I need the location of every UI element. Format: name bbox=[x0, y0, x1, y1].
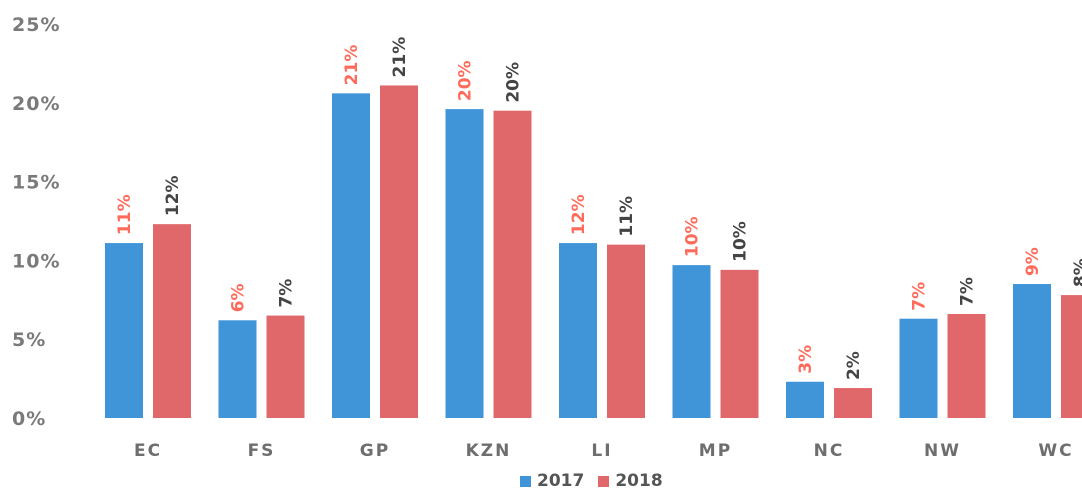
data-label-2017-kzn: 20% bbox=[456, 60, 476, 101]
legend-item-2018: 2018 bbox=[598, 471, 663, 491]
data-label-2018-kzn: 20% bbox=[504, 62, 524, 103]
y-tick-label: 10% bbox=[12, 250, 60, 272]
y-tick-label: 25% bbox=[12, 14, 60, 36]
bar-2017-li bbox=[559, 243, 597, 418]
data-label-2017-nw: 7% bbox=[910, 282, 930, 311]
y-axis: 0% 5% 10% 15% 20% 25% bbox=[12, 14, 60, 430]
x-tick-label: EC bbox=[134, 441, 162, 461]
x-tick-label: NC bbox=[814, 441, 845, 461]
bars bbox=[105, 85, 1082, 419]
x-tick-label: GP bbox=[360, 441, 390, 461]
data-label-2018-mp: 10% bbox=[731, 221, 751, 262]
data-label-2017-gp: 21% bbox=[342, 45, 362, 86]
data-label-2017-ec: 11% bbox=[115, 194, 135, 235]
x-tick-label: KZN bbox=[466, 441, 512, 461]
data-label-2017-li: 12% bbox=[569, 194, 589, 235]
legend-label-2018: 2018 bbox=[615, 471, 663, 491]
bar-2018-ec bbox=[153, 224, 191, 418]
data-label-2017-nc: 3% bbox=[796, 345, 816, 374]
y-tick-label: 5% bbox=[12, 329, 46, 351]
data-label-2018-ec: 12% bbox=[163, 175, 183, 216]
legend: 2017 2018 bbox=[520, 471, 663, 491]
bar-2017-wc bbox=[1013, 284, 1051, 418]
bar-2018-fs bbox=[266, 315, 305, 418]
bar-chart: 0%5%10%15%20%25% 11% 12%6% 7%21% 21%20% 20%1… bbox=[12, 14, 1082, 461]
data-label-2017-mp: 10% bbox=[683, 216, 703, 257]
bar-2018-li bbox=[607, 244, 645, 418]
y-tick-label: 20% bbox=[12, 93, 60, 115]
data-label-2018-wc: 8% bbox=[1071, 258, 1082, 287]
x-tick-label: NW bbox=[924, 441, 961, 461]
bar-2018-nc bbox=[834, 388, 872, 418]
data-label-2017-fs: 6% bbox=[229, 283, 249, 312]
data-label-2018-li: 11% bbox=[617, 196, 637, 237]
data-label-2018-nw: 7% bbox=[958, 277, 978, 306]
y-tick-label: 15% bbox=[12, 172, 60, 194]
bar-2017-fs bbox=[218, 320, 257, 418]
legend-item-2017: 2017 bbox=[520, 471, 584, 491]
bar-2017-mp bbox=[672, 265, 711, 418]
legend-swatch-2017 bbox=[520, 475, 531, 487]
bar-2018-nw bbox=[947, 313, 986, 418]
bar-2018-wc bbox=[1061, 295, 1082, 418]
data-label-2017-wc: 9% bbox=[1023, 247, 1043, 276]
x-tick-label: MP bbox=[699, 441, 732, 461]
bar-2018-kzn bbox=[493, 110, 532, 419]
data-label-2018-nc: 2% bbox=[844, 351, 864, 380]
bar-2018-gp bbox=[380, 85, 418, 419]
bar-2017-ec bbox=[105, 243, 143, 418]
bar-2017-gp bbox=[332, 93, 370, 419]
bar-2018-mp bbox=[720, 269, 759, 418]
x-tick-label: WC bbox=[1038, 441, 1073, 461]
legend-swatch-2018 bbox=[598, 475, 610, 487]
x-axis: EC FS GP KZN LI MP NC NW WC bbox=[134, 441, 1073, 461]
y-tick-label: 0% bbox=[12, 408, 46, 430]
data-labels: 11% 12% 6% 7% 21% 21% 20% 20% 12% 11% 10% 10% 3% 2% 7%… bbox=[115, 37, 1082, 380]
bar-2017-nw bbox=[899, 318, 938, 418]
bar-2017-kzn bbox=[445, 109, 484, 418]
x-tick-label: LI bbox=[591, 441, 612, 461]
legend-label-2017: 2017 bbox=[537, 471, 585, 491]
bar-2017-nc bbox=[786, 381, 824, 418]
data-label-2018-gp: 21% bbox=[390, 37, 410, 78]
x-tick-label: FS bbox=[248, 441, 276, 461]
data-label-2018-fs: 7% bbox=[277, 279, 297, 308]
